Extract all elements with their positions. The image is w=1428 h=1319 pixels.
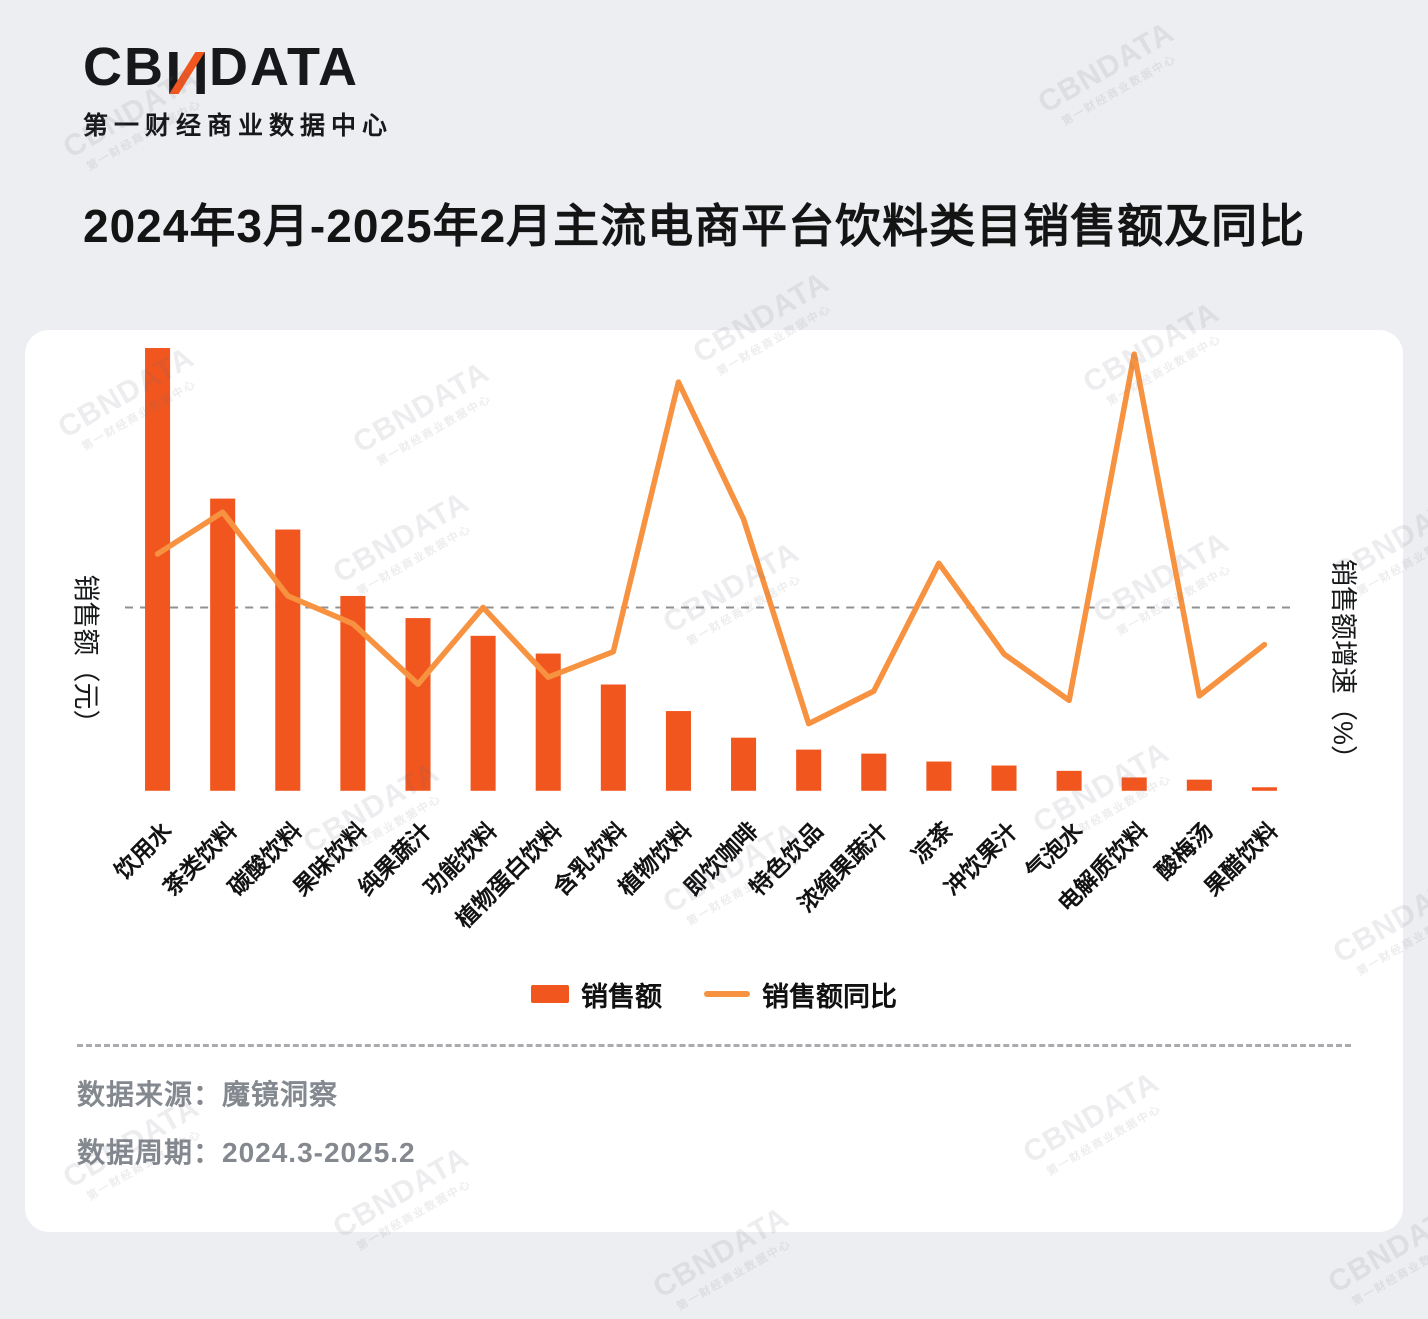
sales-bar xyxy=(796,749,822,791)
sales-bar xyxy=(665,711,691,791)
chart-legend: 销售额 销售额同比 xyxy=(25,975,1403,1014)
combo-chart-svg xyxy=(125,348,1297,791)
sales-bar xyxy=(210,498,236,791)
sales-bar xyxy=(861,753,887,791)
data-source-value: 魔镜洞察 xyxy=(222,1078,339,1110)
sales-bar xyxy=(1121,777,1147,791)
y-axis-label-left: 销售额（元） xyxy=(70,574,101,737)
sales-bar xyxy=(1186,779,1212,791)
sales-bar xyxy=(405,618,431,791)
cbndata-logo: CB DATA 第一财经商业数据中心 xyxy=(83,40,1428,142)
logo-letters-data: DATA xyxy=(209,37,359,97)
sales-bar xyxy=(991,765,1017,791)
legend-label-yoy: 销售额同比 xyxy=(762,981,897,1012)
data-period-value: 2024.3-2025.2 xyxy=(222,1136,416,1168)
footer-divider xyxy=(77,1043,1351,1047)
chart-plot xyxy=(125,330,1297,801)
x-axis-labels: 饮用水 茶类饮料 碳酸饮料 果味饮料 纯果蔬汁 功能饮料 植物蛋白饮料 含乳饮料 植物饮料 即饮咖… xyxy=(109,801,1297,971)
sales-bar xyxy=(926,761,952,791)
sales-bar xyxy=(1251,787,1277,791)
legend-swatch-bar xyxy=(531,985,569,1004)
footer: 数据来源：魔镜洞察 数据周期：2024.3-2025.2 xyxy=(25,1047,1403,1171)
sales-bar xyxy=(275,529,301,791)
data-source-label: 数据来源： xyxy=(77,1078,223,1110)
sales-bar xyxy=(145,348,171,791)
legend-swatch-line xyxy=(704,991,750,998)
logo-wordmark: CB DATA xyxy=(83,40,1428,94)
sales-bar xyxy=(1056,770,1082,791)
logo-letters-cb: CB xyxy=(83,37,165,97)
legend-label-sales: 销售额 xyxy=(581,981,662,1012)
data-source-line: 数据来源：魔镜洞察 xyxy=(77,1073,1403,1113)
sales-bar xyxy=(731,737,757,791)
logo-letter-n-icon xyxy=(169,52,205,94)
legend-item-sales: 销售额 xyxy=(531,975,662,1014)
logo-subtitle: 第一财经商业数据中心 xyxy=(83,112,394,140)
y-axis-label-right: 销售额增速（%） xyxy=(1328,559,1358,773)
page-title: 2024年3月-2025年2月主流电商平台饮料类目销售额及同比 xyxy=(83,200,1306,252)
chart-card: 销售额（元） 销售额增速（%） 饮用水 茶类饮料 碳酸饮料 果味饮料 纯果蔬汁 功能饮料植… xyxy=(25,330,1403,1233)
data-period-label: 数据周期： xyxy=(77,1136,223,1168)
legend-item-yoy: 销售额同比 xyxy=(704,975,897,1014)
sales-bar xyxy=(470,635,496,791)
sales-bar xyxy=(600,684,626,791)
yoy-line xyxy=(154,351,1268,727)
data-period-line: 数据周期：2024.3-2025.2 xyxy=(77,1131,1403,1171)
